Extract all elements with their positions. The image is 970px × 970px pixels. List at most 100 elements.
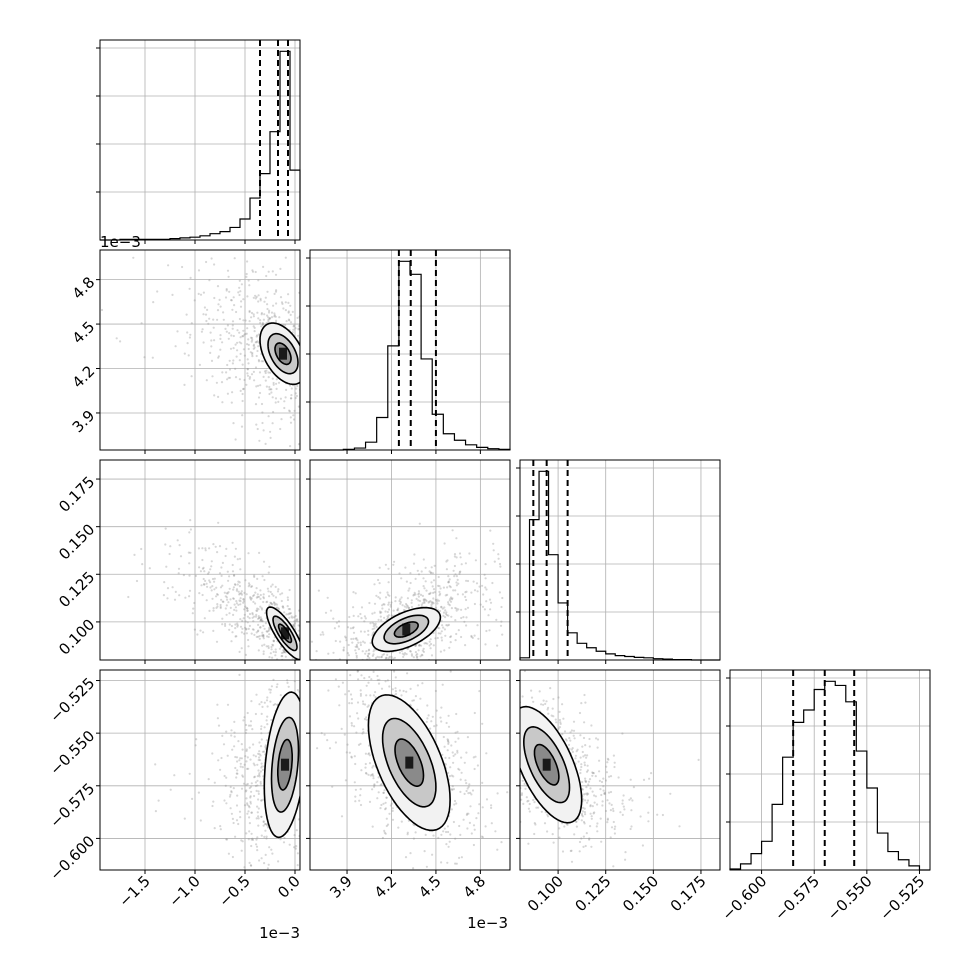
scatter-point — [470, 721, 472, 723]
scatter-point — [307, 383, 309, 385]
scatter-point — [264, 744, 267, 747]
scatter-point — [354, 637, 357, 640]
scatter-point — [406, 415, 408, 417]
scatter-point — [207, 322, 210, 325]
scatter-point — [465, 616, 468, 619]
scatter-point — [303, 629, 305, 631]
scatter-point — [421, 682, 424, 685]
scatter-point — [248, 806, 251, 809]
scatter-point — [7, 346, 9, 348]
scatter-point — [286, 598, 290, 602]
scatter-point — [229, 598, 232, 601]
scatter-point — [323, 664, 325, 666]
scatter-point — [253, 633, 256, 637]
scatter-point — [450, 744, 453, 747]
scatter-point — [436, 602, 439, 605]
scatter-point — [378, 566, 381, 569]
scatter-point — [274, 401, 277, 404]
scatter-point — [261, 620, 264, 623]
scatter-point — [500, 777, 502, 779]
scatter-point — [333, 627, 336, 630]
scatter-point — [263, 701, 266, 704]
scatter-point — [428, 685, 430, 687]
scatter-point — [173, 774, 176, 777]
scatter-point — [397, 688, 399, 690]
scatter-point — [297, 624, 300, 627]
scatter-point — [447, 614, 450, 617]
scatter-point — [148, 567, 151, 570]
scatter-point — [281, 592, 284, 595]
scatter-point — [247, 627, 250, 631]
scatter-point — [316, 750, 318, 752]
scatter-point — [319, 650, 321, 652]
scatter-point — [269, 601, 272, 604]
scatter-point — [265, 274, 268, 278]
scatter-point — [320, 673, 322, 675]
scatter-point — [275, 378, 278, 381]
scatter-point — [350, 645, 352, 647]
scatter-point — [405, 663, 407, 665]
scatter-point — [410, 653, 413, 656]
scatter-point — [349, 781, 351, 783]
scatter-point — [307, 413, 309, 415]
scatter-point — [328, 345, 330, 347]
scatter-point — [143, 356, 146, 359]
scatter-point — [230, 624, 233, 628]
scatter-point — [262, 597, 265, 600]
scatter-point — [244, 579, 247, 582]
scatter-point — [239, 592, 242, 595]
scatter-point — [248, 376, 252, 379]
scatter-point — [249, 800, 252, 804]
scatter-point — [316, 781, 318, 783]
scatter-point — [338, 753, 340, 755]
scatter-point — [326, 703, 328, 705]
scatter-point — [316, 696, 318, 698]
scatter-point — [496, 644, 499, 647]
scatter-point — [213, 588, 216, 591]
scatter-point — [251, 338, 254, 341]
scatter-point — [421, 671, 423, 673]
scatter-point — [560, 619, 562, 621]
scatter-point — [440, 833, 443, 836]
scatter-point — [303, 363, 305, 365]
scatter-point — [258, 773, 261, 776]
scatter-point — [386, 610, 389, 614]
scatter-point — [236, 769, 239, 772]
scatter-point — [340, 750, 342, 752]
scatter-point — [263, 726, 266, 729]
scatter-point — [319, 822, 321, 824]
scatter-point — [257, 758, 260, 762]
scatter-point — [340, 333, 342, 335]
scatter-point — [324, 793, 326, 795]
scatter-point — [418, 599, 422, 603]
scatter-point — [261, 768, 264, 772]
scatter-point — [269, 371, 272, 374]
scatter-point — [590, 817, 593, 820]
scatter-point — [363, 615, 366, 618]
scatter-point — [250, 838, 253, 841]
scatter-point — [290, 387, 293, 390]
scatter-point — [303, 678, 305, 680]
scatter-point — [265, 385, 268, 388]
scatter-point — [446, 749, 449, 752]
scatter-point — [249, 351, 252, 354]
scatter-point — [585, 780, 588, 783]
scatter-point — [354, 693, 356, 695]
scatter-point — [311, 667, 313, 669]
scatter-point — [378, 582, 381, 585]
scatter-point — [307, 335, 309, 337]
scatter-point — [413, 553, 416, 556]
scatter-point — [320, 732, 323, 735]
scatter-point — [240, 757, 243, 760]
scatter-point — [257, 615, 260, 618]
scatter-point — [367, 704, 370, 707]
scatter-point — [262, 650, 265, 653]
scatter-point — [357, 667, 359, 669]
scatter-point — [334, 777, 336, 779]
scatter-point — [273, 314, 276, 317]
scatter-point — [133, 553, 136, 557]
scatter-point — [277, 588, 280, 591]
scatter-point — [427, 675, 429, 677]
scatter-point — [176, 330, 179, 333]
